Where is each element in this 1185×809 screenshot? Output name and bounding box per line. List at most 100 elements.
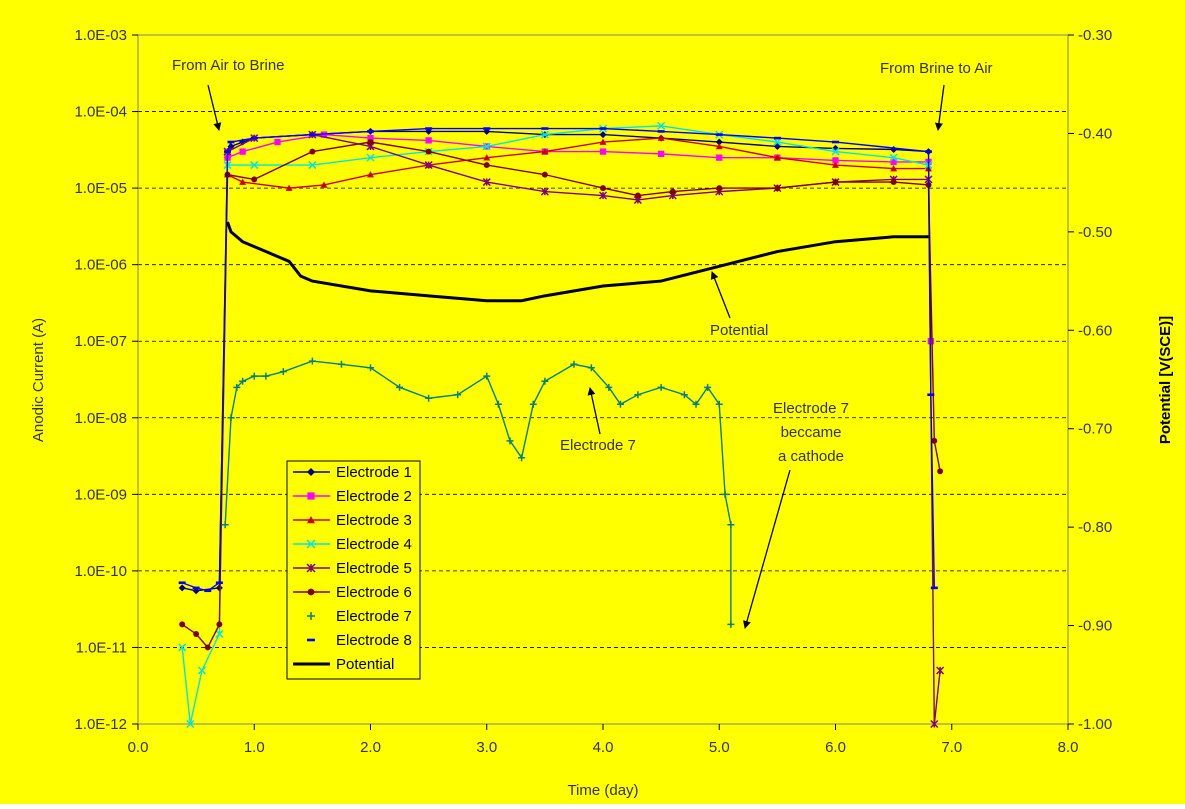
data-point-electrode-7-19: [570, 360, 578, 368]
data-point-electrode-8-13: [657, 130, 665, 133]
data-point-electrode-2-12: [832, 157, 839, 164]
legend-swatch-marker: [307, 492, 315, 500]
y-axis-label-right: Potential [V(SCE)]: [1157, 316, 1174, 444]
y-left-tick-label: 1.0E-12: [74, 716, 127, 733]
data-point-electrode-6-3: [216, 621, 223, 628]
data-point-electrode-7-20: [587, 364, 595, 372]
data-point-electrode-4-16: [889, 153, 898, 162]
legend-label: Electrode 7: [336, 608, 412, 625]
data-point-electrode-2-8: [599, 148, 607, 155]
legend-swatch-marker: [307, 588, 315, 596]
data-point-electrode-2-1: [239, 148, 246, 155]
data-point-electrode-7-2: [233, 383, 241, 391]
series-line-potential: [226, 221, 929, 303]
data-point-electrode-4-7: [366, 153, 375, 162]
legend-item-electrode-6: Electrode 6: [293, 584, 412, 601]
x-tick-label: 5.0: [709, 739, 730, 756]
data-point-electrode-8-4: [224, 150, 232, 153]
legend-item-electrode-8: Electrode 8: [307, 632, 412, 649]
legend-label: Potential: [336, 656, 394, 673]
data-point-electrode-4-10: [540, 130, 549, 139]
y-left-tick-label: 1.0E-07: [74, 333, 127, 350]
data-point-electrode-8-14: [715, 133, 723, 136]
legend-item-electrode-2: Electrode 2: [293, 488, 412, 505]
data-point-electrode-7-21: [605, 383, 613, 391]
y-left-tick-label: 1.0E-11: [76, 639, 127, 656]
data-point-electrode-8-16: [832, 140, 839, 144]
data-point-electrode-7-3: [239, 377, 247, 385]
annotation-air-to-brine: From Air to Brine: [172, 57, 285, 74]
series-electrode-7: [221, 357, 735, 628]
data-point-electrode-3-7: [541, 148, 549, 155]
y-left-tick-label: 1.0E-05: [74, 180, 127, 197]
legend-swatch-marker: [306, 539, 316, 549]
data-point-electrode-8-7: [308, 133, 316, 136]
legend-label: Electrode 2: [336, 488, 412, 505]
data-point-electrode-7-10: [396, 383, 404, 391]
x-axis-label: Time (day): [567, 782, 638, 799]
legend-swatch-marker: [307, 638, 315, 642]
series-potential: [226, 221, 929, 303]
data-point-electrode-2-5: [425, 137, 432, 144]
data-point-electrode-3-11: [773, 154, 781, 161]
data-point-electrode-3-3: [320, 181, 328, 188]
data-point-electrode-1-0: [178, 584, 186, 592]
data-point-electrode-6-12: [634, 192, 641, 199]
data-point-electrode-8-9: [425, 127, 433, 130]
y-right-tick-label: -0.40: [1078, 125, 1112, 142]
data-point-electrode-7-9: [367, 364, 374, 372]
series-line-electrode-2: [227, 133, 932, 342]
data-point-electrode-8-18: [927, 393, 935, 397]
data-point-electrode-8-3: [215, 581, 223, 585]
data-point-electrode-7-16: [518, 454, 526, 462]
annotation-cathode-line-1: Electrode 7: [773, 400, 849, 417]
data-point-electrode-7-5: [262, 372, 270, 380]
data-point-electrode-4-1: [186, 719, 195, 729]
data-point-electrode-8-12: [599, 127, 607, 130]
data-point-electrode-4-2: [197, 666, 206, 675]
x-tick-label: 1.0: [244, 739, 265, 756]
y-left-tick-label: 1.0E-04: [74, 104, 127, 121]
data-point-electrode-8-19: [930, 586, 938, 590]
data-point-electrode-7-14: [494, 400, 502, 408]
data-point-electrode-7-15: [506, 437, 514, 445]
data-point-electrode-7-26: [692, 400, 700, 408]
data-point-electrode-2-4: [367, 134, 374, 142]
data-point-electrode-3-1: [239, 178, 247, 185]
legend-label: Electrode 4: [336, 536, 412, 553]
series-layer: [178, 121, 945, 729]
legend-item-electrode-7: Electrode 7: [307, 608, 412, 625]
data-point-electrode-4-5: [250, 161, 259, 170]
data-point-electrode-7-28: [715, 400, 723, 408]
data-point-electrode-7-0: [221, 521, 229, 529]
y-right-tick-label: -1.00: [1078, 716, 1112, 733]
legend-swatch-marker: [306, 563, 316, 573]
data-point-electrode-7-17: [529, 400, 537, 408]
annotation-potential: Potential: [710, 322, 768, 339]
data-point-electrode-3-9: [657, 134, 665, 141]
data-point-electrode-7-4: [250, 372, 258, 380]
data-point-electrode-8-0: [178, 581, 186, 585]
data-point-electrode-2-2: [274, 138, 281, 146]
data-point-electrode-7-30: [727, 521, 735, 529]
data-point-electrode-6-9: [483, 162, 490, 169]
legend-label: Electrode 1: [336, 464, 412, 481]
y-left-tick-label: 1.0E-06: [74, 257, 127, 274]
y-right-tick-label: -0.70: [1078, 421, 1112, 438]
legend-label: Electrode 5: [336, 560, 412, 577]
arrow-air-to-brine: [207, 84, 222, 131]
data-point-electrode-8-15: [773, 136, 781, 140]
data-point-electrode-7-6: [279, 368, 287, 376]
y-axis-label-left: Anodic Current (A): [30, 318, 47, 442]
annotation-electrode-7: Electrode 7: [560, 437, 636, 454]
legend-item-electrode-3: Electrode 3: [293, 512, 412, 529]
legend-items: Electrode 1 Electrode 2 Electrode 3 Electro…: [293, 464, 412, 673]
data-point-electrode-8-11: [541, 127, 549, 130]
data-point-electrode-7-29: [721, 490, 729, 498]
data-point-electrode-5-15: [930, 719, 939, 729]
data-point-electrode-2-9: [657, 150, 665, 158]
data-point-electrode-3-2: [285, 184, 293, 191]
data-point-electrode-6-11: [600, 185, 606, 192]
